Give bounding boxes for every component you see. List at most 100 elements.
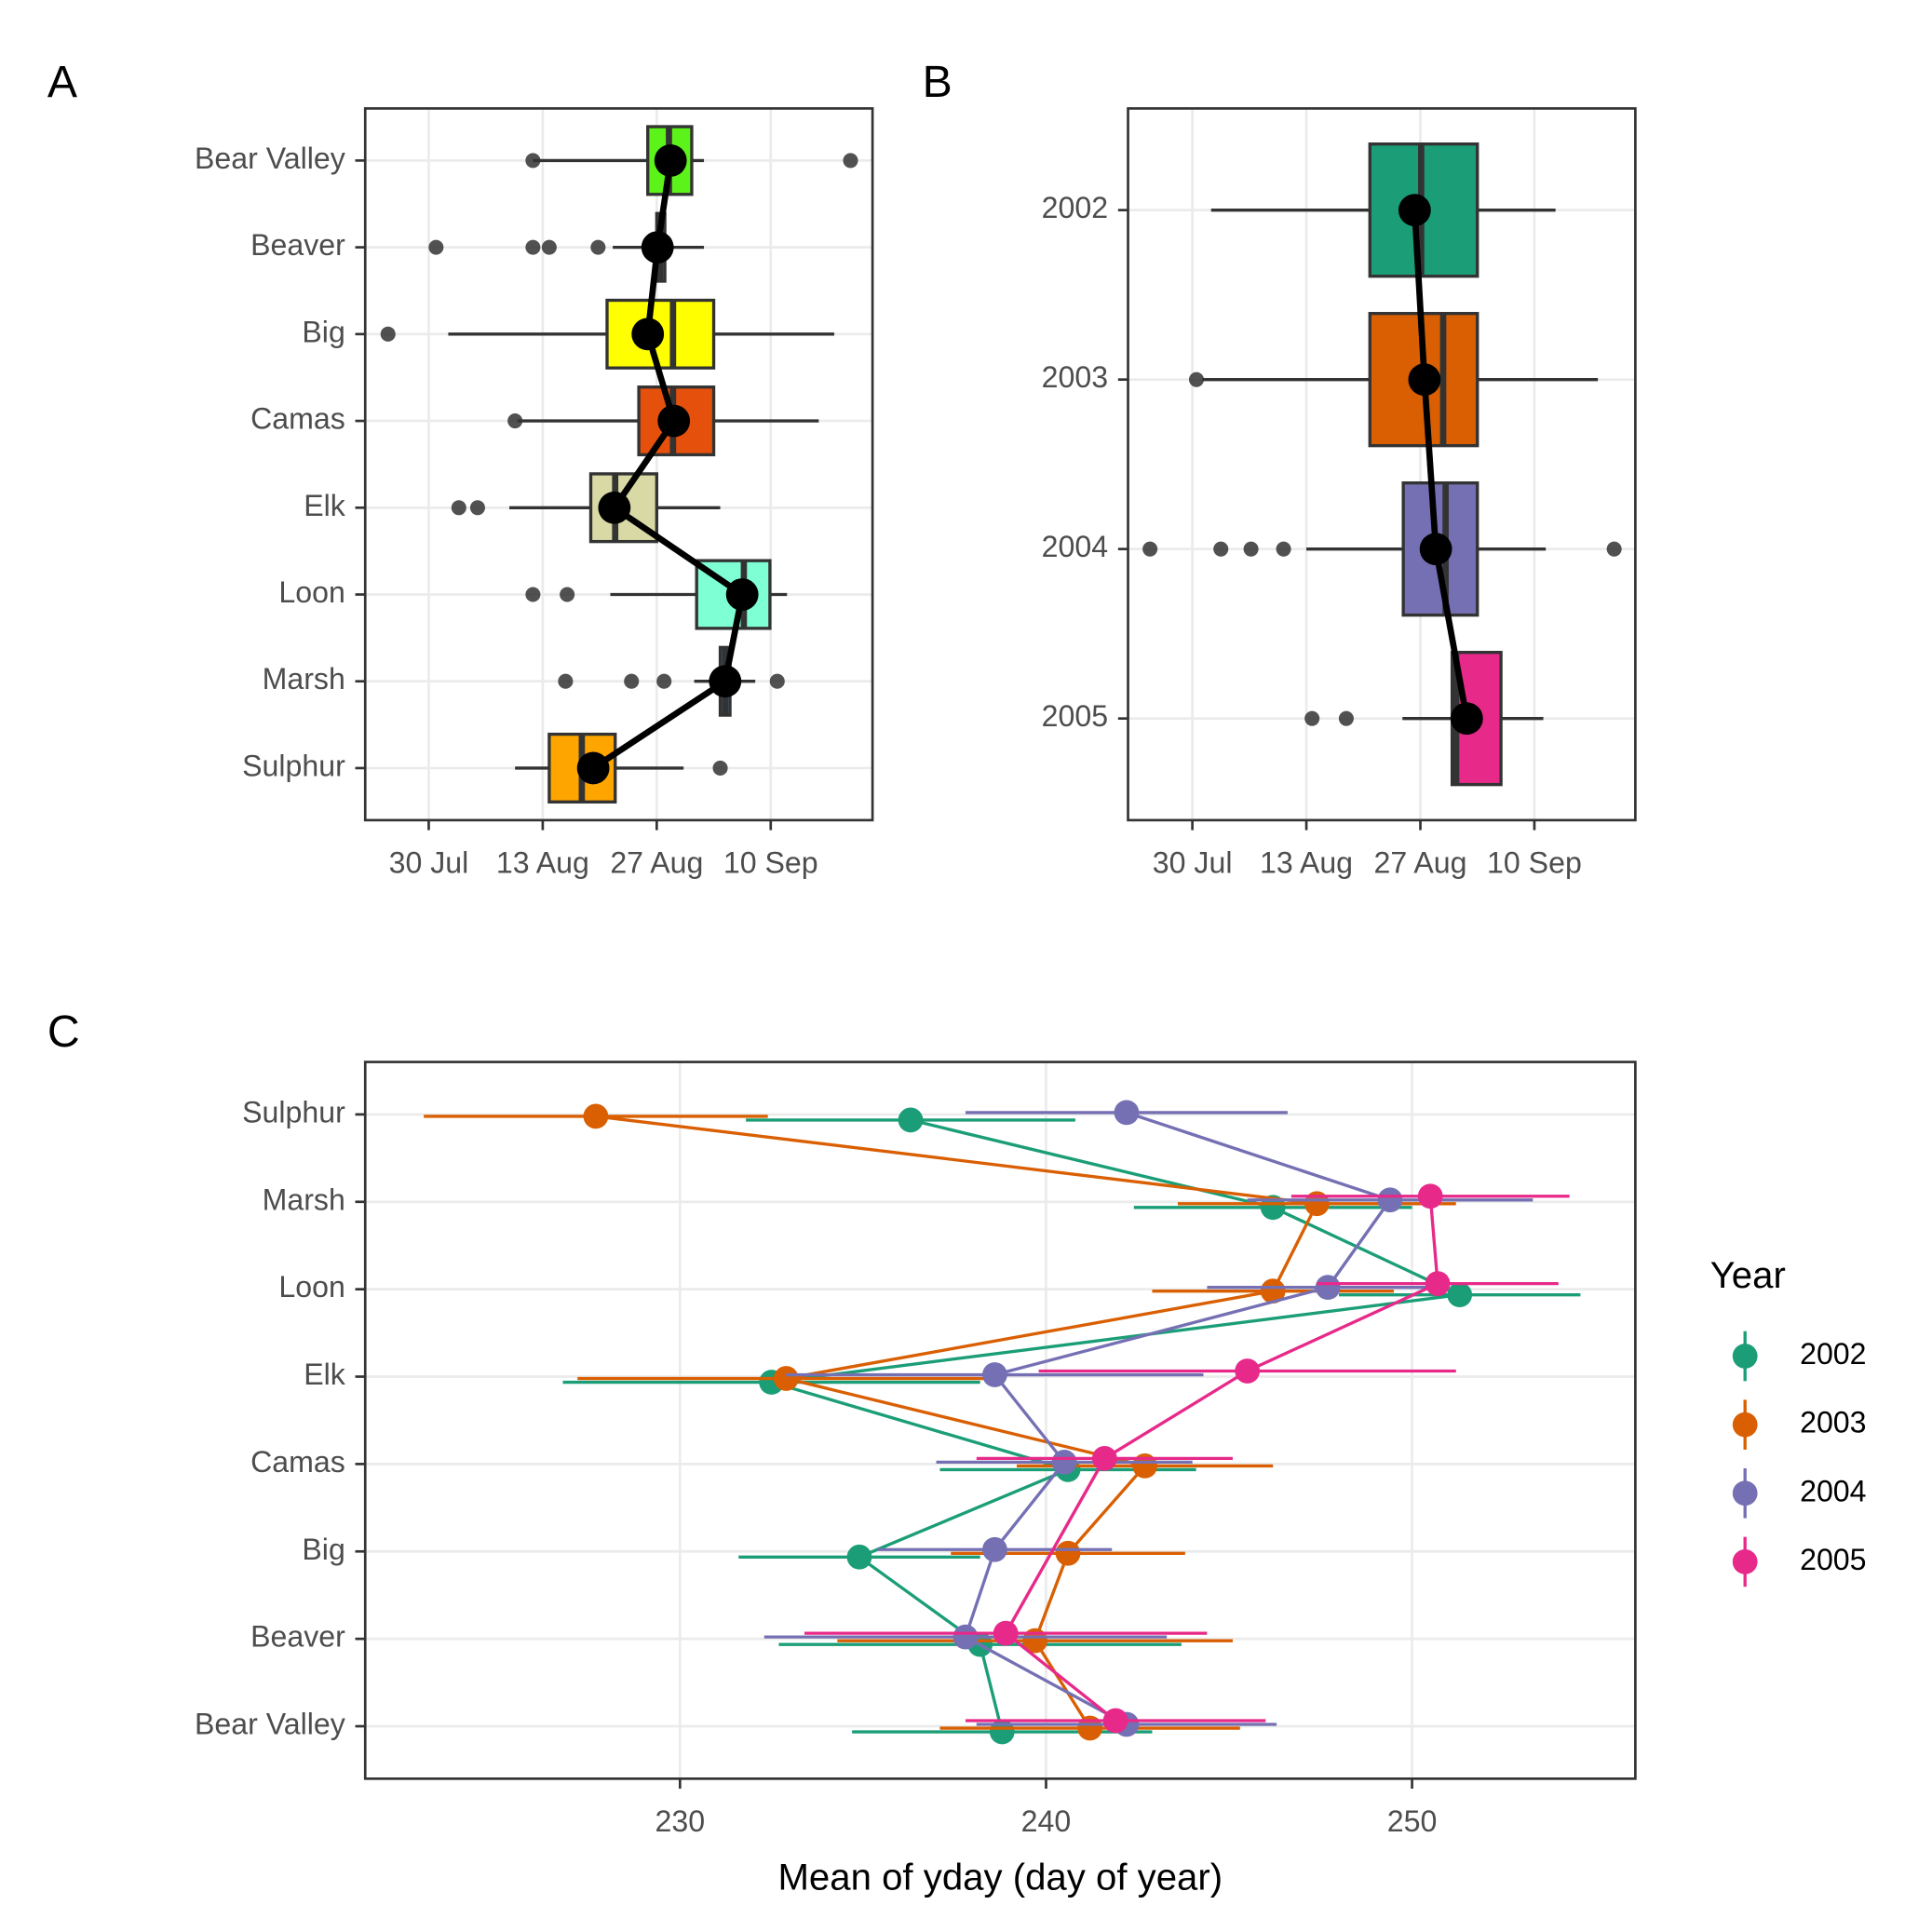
outlier <box>541 239 557 255</box>
point <box>583 1103 609 1129</box>
outlier <box>469 500 485 516</box>
outlier <box>590 239 606 255</box>
outlier <box>507 413 523 429</box>
mean-point <box>1408 363 1441 397</box>
outlier <box>1243 541 1259 557</box>
point <box>1091 1445 1117 1471</box>
legend-title: Year <box>1710 1254 1786 1296</box>
point <box>1051 1450 1077 1475</box>
y-tick-label: Beaver <box>250 1620 345 1654</box>
series-line <box>595 1115 1319 1729</box>
outlier <box>712 760 728 776</box>
x-tick-label: 10 Sep <box>1487 846 1582 880</box>
outlier <box>1213 541 1229 557</box>
mean-point <box>725 578 759 611</box>
outlier <box>525 239 541 255</box>
y-tick-label: Big <box>302 1533 345 1566</box>
plot-border <box>1127 107 1637 822</box>
y-tick-label: 2003 <box>1042 360 1108 394</box>
legend-glyph <box>1732 1549 1758 1574</box>
y-tick-label: Elk <box>304 1358 346 1391</box>
point <box>1055 1540 1081 1566</box>
point <box>993 1620 1019 1646</box>
mean-point <box>654 143 687 177</box>
mean-line <box>1412 209 1470 720</box>
mean-point <box>631 317 665 351</box>
outlier <box>525 587 541 602</box>
y-tick-label: Sulphur <box>242 749 345 782</box>
point <box>1417 1183 1443 1209</box>
outlier <box>558 673 574 689</box>
outlier <box>769 673 785 689</box>
outlier <box>560 587 575 602</box>
x-tick-label: 30 Jul <box>389 846 469 880</box>
point <box>898 1107 924 1133</box>
legend-glyph <box>1732 1480 1758 1506</box>
outlier <box>428 239 444 255</box>
y-tick-label: Camas <box>250 1445 345 1479</box>
y-tick-label: Big <box>302 315 345 348</box>
outlier <box>525 153 541 169</box>
y-tick-label: Beaver <box>250 228 345 262</box>
outlier <box>656 673 672 689</box>
plot-border <box>363 107 874 822</box>
mean-point <box>641 231 674 264</box>
series-line <box>963 1111 1393 1726</box>
panel-label: C <box>47 1007 80 1057</box>
outlier <box>1188 372 1205 387</box>
outlier <box>1606 541 1622 557</box>
mean-point <box>598 491 631 524</box>
x-tick-label: 27 Aug <box>1374 846 1467 880</box>
x-tick-label: 13 Aug <box>1260 846 1353 880</box>
y-tick-label: 2002 <box>1042 191 1108 224</box>
legend-label: 2004 <box>1800 1474 1866 1507</box>
y-tick-label: 2004 <box>1042 530 1108 563</box>
point <box>773 1366 799 1391</box>
outlier <box>380 326 396 342</box>
y-tick-label: Bear Valley <box>195 1707 345 1740</box>
y-tick-label: Marsh <box>263 662 345 696</box>
x-tick-label: 13 Aug <box>496 846 589 880</box>
point <box>1102 1708 1128 1734</box>
y-tick-label: Elk <box>304 489 346 522</box>
x-tick-label: 250 <box>1387 1804 1438 1838</box>
x-tick-label: 230 <box>655 1804 706 1838</box>
outlier <box>451 500 466 516</box>
x-tick-label: 27 Aug <box>610 846 703 880</box>
mean-point <box>709 665 742 698</box>
point <box>1260 1278 1286 1304</box>
legend-glyph <box>1732 1412 1758 1438</box>
point <box>952 1624 979 1650</box>
point <box>982 1536 1007 1562</box>
point <box>1114 1100 1140 1126</box>
legend-label: 2005 <box>1800 1543 1866 1576</box>
legend-glyph <box>1732 1344 1758 1369</box>
outlier <box>624 673 640 689</box>
outlier <box>1338 710 1354 726</box>
legend-label: 2002 <box>1800 1337 1866 1371</box>
legend-label: 2003 <box>1800 1406 1866 1439</box>
outlier <box>1304 710 1320 726</box>
y-tick-label: Loon <box>278 575 345 609</box>
mean-point <box>1450 702 1483 736</box>
y-tick-label: Sulphur <box>242 1095 345 1128</box>
y-tick-label: Loon <box>278 1270 345 1304</box>
y-tick-label: 2005 <box>1042 699 1108 733</box>
mean-point <box>1398 194 1431 227</box>
point <box>1447 1282 1473 1308</box>
outlier <box>843 153 858 169</box>
x-tick-label: 240 <box>1021 1804 1072 1838</box>
y-tick-label: Bear Valley <box>195 142 345 175</box>
point <box>1425 1271 1451 1297</box>
y-tick-label: Marsh <box>263 1182 345 1216</box>
x-tick-label: 30 Jul <box>1153 846 1233 880</box>
point <box>846 1544 872 1570</box>
mean-point <box>1419 533 1452 566</box>
panel-label: A <box>47 57 78 107</box>
plot-border <box>363 1061 1637 1780</box>
point <box>982 1362 1007 1387</box>
point <box>1377 1187 1403 1213</box>
outlier <box>1276 541 1291 557</box>
